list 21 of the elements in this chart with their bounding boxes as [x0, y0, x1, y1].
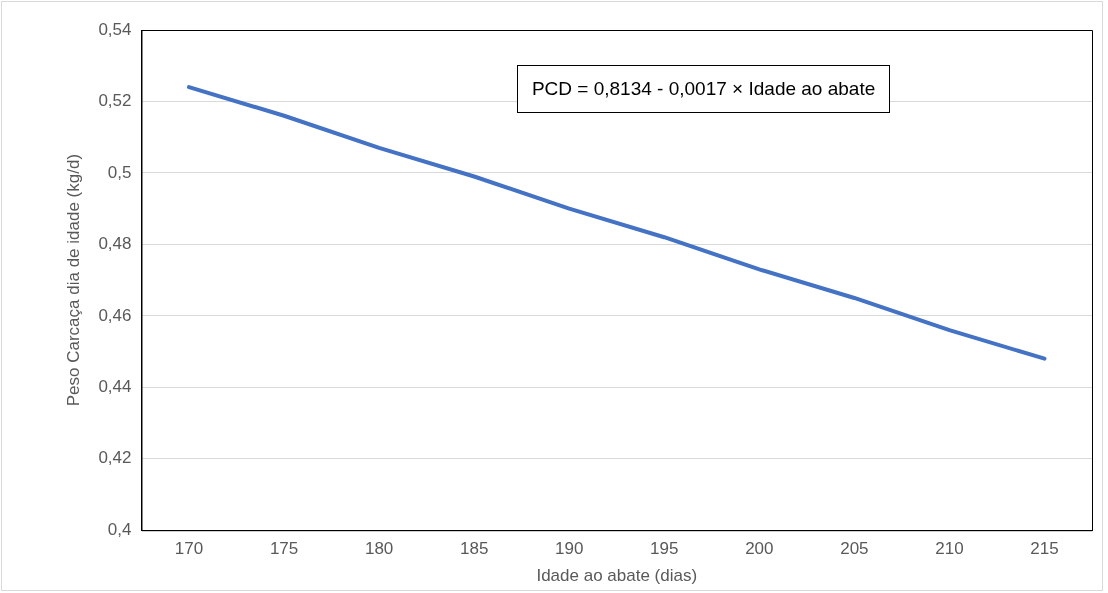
x-tick-label: 200: [745, 539, 774, 559]
y-tick-label: 0,4: [107, 519, 132, 539]
y-axis-title: Peso Carcaça dia de idade (kg/d): [63, 153, 83, 407]
x-axis-title: Idade ao abate (dias): [536, 566, 698, 586]
y-tick-label: 0,46: [98, 305, 132, 325]
y-tick-label: 0,52: [98, 91, 132, 111]
x-tick-label: 185: [459, 539, 489, 559]
x-tick-label: 195: [650, 539, 679, 559]
x-tick-label: 190: [555, 539, 584, 559]
y-tick-label: 0,48: [98, 234, 132, 254]
x-tick-label: 170: [174, 539, 204, 559]
equation-box: PCD = 0,8134 - 0,0017 × Idade ao abate: [516, 65, 891, 113]
x-tick-label: 205: [840, 539, 869, 559]
y-tick-label: 0,44: [98, 376, 132, 396]
x-tick-label: 210: [935, 539, 964, 559]
y-tick-label: 0,54: [98, 19, 132, 39]
x-tick-label: 175: [269, 539, 299, 559]
y-tick-label: 0,5: [107, 162, 132, 182]
x-tick-label: 180: [364, 539, 394, 559]
y-tick-label: 0,42: [98, 448, 132, 468]
x-tick-label: 215: [1030, 539, 1059, 559]
